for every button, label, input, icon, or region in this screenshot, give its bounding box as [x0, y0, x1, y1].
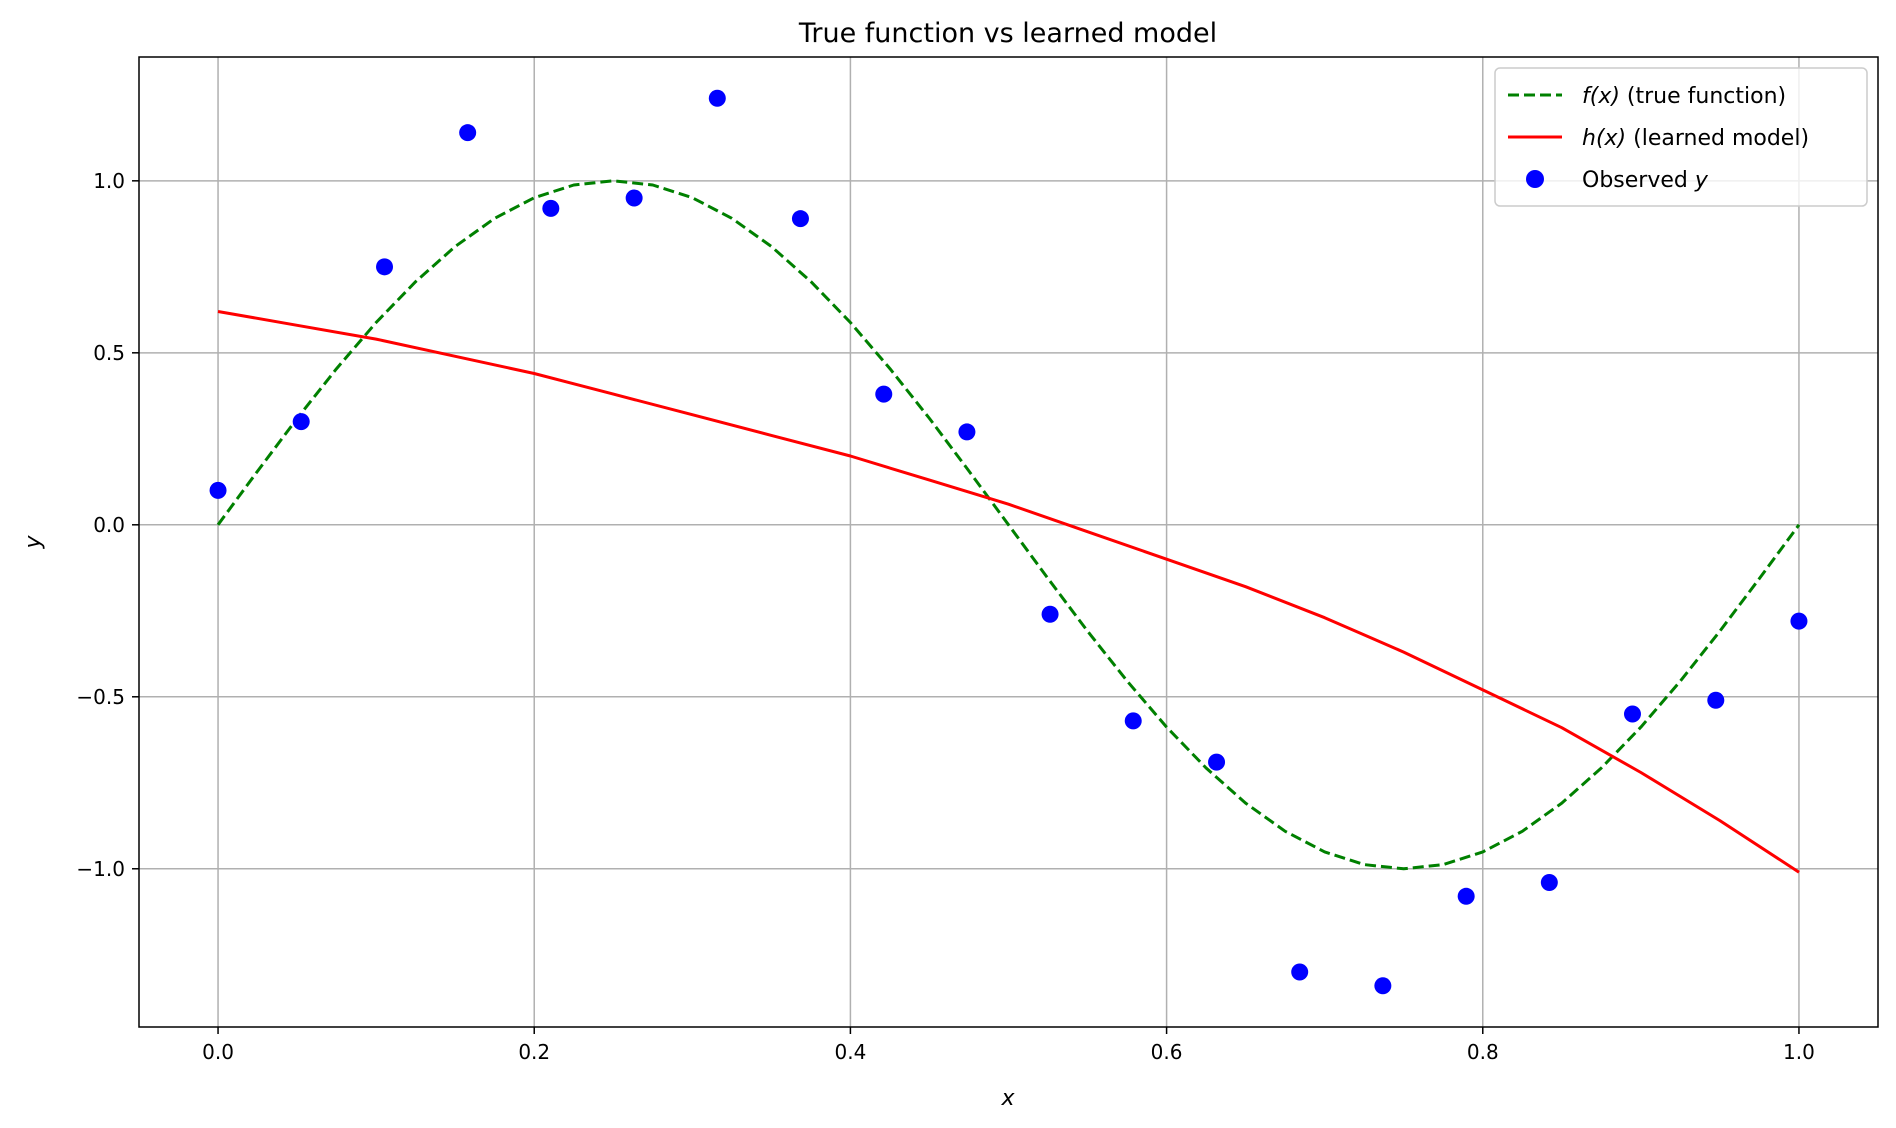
x-axis-label: x	[1000, 1086, 1015, 1111]
observed-point	[542, 199, 560, 217]
observed-point	[625, 189, 643, 207]
y-tick-label: −1.0	[76, 857, 125, 881]
x-tick-label: 0.8	[1467, 1040, 1499, 1064]
observed-point	[1124, 712, 1142, 730]
observed-point	[1790, 612, 1808, 630]
observed-point	[1291, 963, 1309, 981]
legend-label-observed: Observed y	[1582, 168, 1709, 193]
legend-label-observed-text: Observed	[1582, 168, 1695, 193]
true-function-line	[216, 179, 1801, 871]
observed-point	[958, 423, 976, 441]
legend-frame	[1494, 67, 1868, 207]
observed-point	[1457, 887, 1475, 905]
observed-point	[708, 89, 726, 107]
chart-title: True function vs learned model	[798, 18, 1217, 49]
observed-point	[292, 413, 310, 431]
x-tick-label: 0.2	[518, 1040, 550, 1064]
plot-area	[209, 89, 1808, 995]
legend-label-learned-model: h(x) (learned model)	[1582, 126, 1809, 151]
observed-point	[209, 481, 227, 499]
observed-point	[1623, 705, 1641, 723]
legend: f(x) (true function) h(x) (learned model…	[1494, 67, 1868, 207]
observed-point	[376, 258, 394, 276]
y-axis-label: y	[21, 535, 46, 550]
observed-point	[1041, 605, 1059, 623]
observed-point	[791, 210, 809, 228]
axes-frame	[138, 56, 1879, 1028]
legend-label-learned-model-text: (learned model)	[1626, 126, 1809, 151]
y-tick-label: 0.5	[93, 341, 125, 365]
y-tick-label: 0.0	[93, 513, 125, 537]
y-tick-label: −0.5	[76, 685, 125, 709]
observed-point	[1374, 977, 1392, 995]
x-tick-label: 0.6	[1151, 1040, 1183, 1064]
observed-point	[459, 124, 477, 142]
observed-point	[1707, 691, 1725, 709]
observed-point	[875, 385, 893, 403]
y-tick-label: 1.0	[93, 169, 125, 193]
ticks: 0.0 0.2 0.4 0.6 0.8 1.0 −1.0 −0.5 0.0 0.5 1.0	[76, 169, 1814, 1064]
observed-point	[1540, 874, 1558, 892]
legend-label-true-function-text: (true function)	[1620, 84, 1786, 109]
legend-label-true-function-math: f(x)	[1582, 84, 1620, 109]
x-tick-label: 1.0	[1783, 1040, 1815, 1064]
x-tick-label: 0.0	[202, 1040, 234, 1064]
observed-point	[1208, 753, 1226, 771]
legend-label-observed-math: y	[1694, 168, 1709, 193]
legend-marker-observed	[1526, 170, 1544, 188]
legend-label-learned-model-math: h(x)	[1582, 126, 1626, 151]
x-tick-label: 0.4	[835, 1040, 867, 1064]
legend-label-true-function: f(x) (true function)	[1582, 84, 1786, 109]
learned-model-line	[217, 310, 1800, 874]
